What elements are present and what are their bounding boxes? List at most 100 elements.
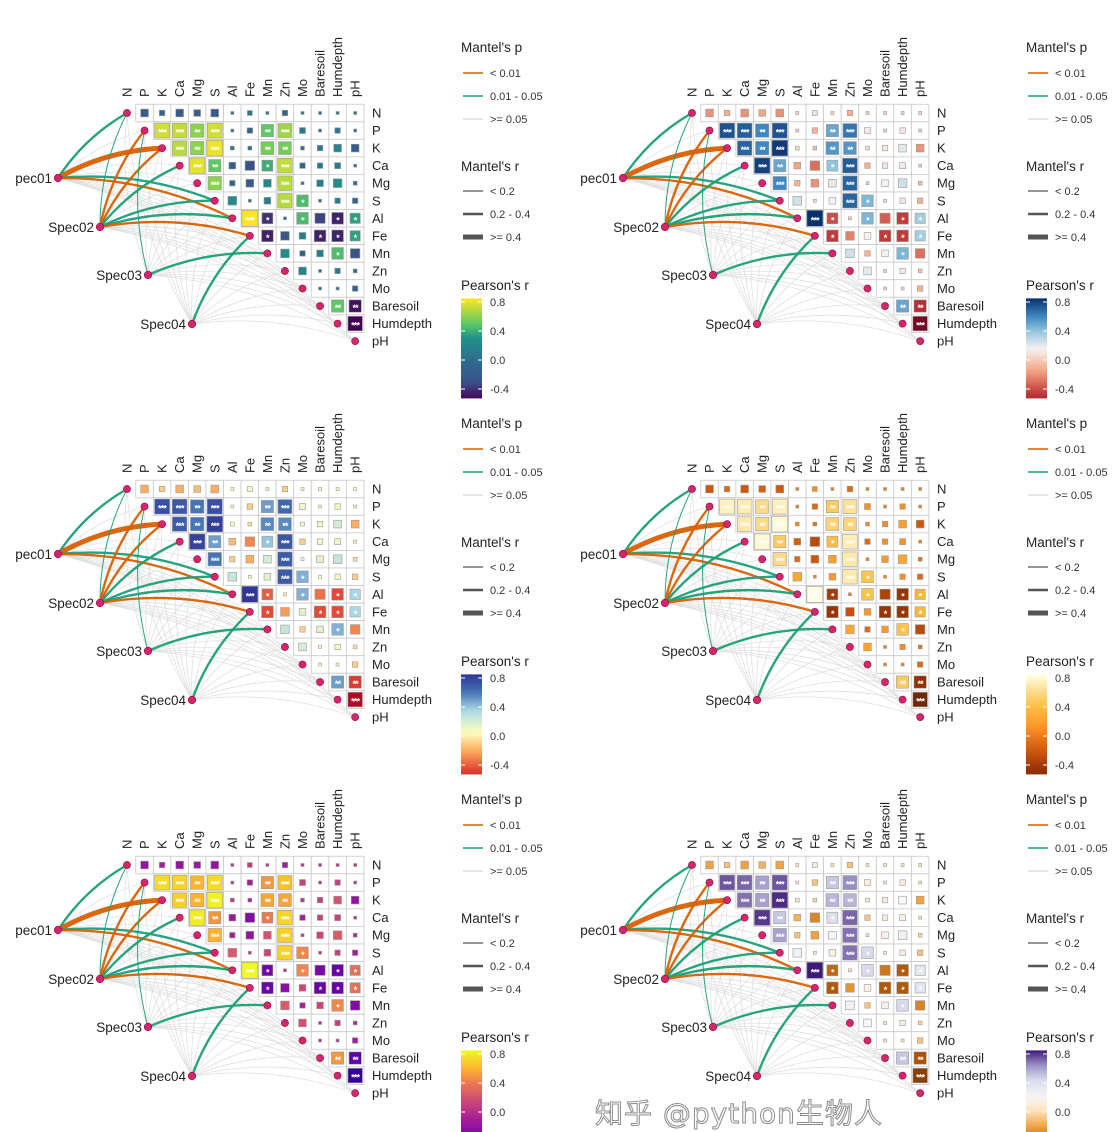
env-node-pH: [916, 713, 925, 722]
cell-Mg-Baresoil: [875, 174, 895, 193]
significance-mark: **: [335, 679, 342, 689]
cell-square: [277, 175, 293, 191]
cell-square: [349, 964, 361, 976]
row-label: Ca: [372, 534, 389, 549]
cell-square: [812, 486, 818, 492]
cell-K-Al: [788, 138, 807, 158]
legend-label: >= 0.05: [490, 114, 527, 126]
cell-square: [771, 498, 788, 515]
link-Spec02-Zn: [99, 602, 286, 648]
link-Spec02-S: [663, 575, 781, 605]
cell-square: [260, 517, 275, 531]
column-label: Baresoil: [313, 802, 328, 849]
cell-Fe-Mn: *: [258, 978, 277, 998]
row-label: pH: [372, 710, 389, 725]
cell-N-Zn: [275, 103, 295, 123]
cell-square: [740, 484, 749, 494]
link-Spec03-N: [689, 488, 714, 652]
significance-mark: ***: [811, 591, 820, 601]
cell-N-S: [770, 855, 789, 875]
link-Spec02-N: [664, 488, 693, 604]
cell-square: [864, 250, 871, 257]
column-label: pH: [913, 456, 928, 473]
cell-square: [755, 517, 770, 532]
cell-square: [277, 123, 293, 138]
cell-square: [719, 874, 735, 891]
cell-Al-pH: *: [910, 961, 930, 980]
cell-square: [298, 642, 307, 652]
cell-Zn-pH: [910, 1013, 930, 1033]
cell-square: [298, 266, 307, 276]
cell-square: [353, 487, 357, 491]
species-label: Spec02: [48, 596, 94, 611]
cell-square: [247, 521, 253, 527]
cell-square: [900, 863, 905, 867]
colorbar-tick-label: 0.4: [1055, 702, 1070, 714]
column-label: Al: [225, 461, 240, 473]
cell-Baresoil-Humdepth: **: [328, 1048, 347, 1068]
significance-mark: *: [901, 233, 905, 243]
cell-Al-Zn: [275, 209, 295, 228]
cell-square: [842, 499, 858, 514]
column-label: N: [685, 464, 700, 473]
row-label: Mo: [937, 657, 955, 672]
cell-square: [812, 897, 818, 903]
cell-square: [241, 210, 259, 227]
legend-title-mantel-p: Mantel's p: [1026, 40, 1087, 55]
cell-Mg-Fe: [805, 550, 825, 569]
cell-square: [300, 557, 305, 561]
cell-square: [826, 605, 839, 618]
species-label: pec01: [580, 171, 617, 186]
significance-mark: *: [301, 215, 305, 225]
cell-K-Mn: **: [258, 890, 277, 910]
cell-square: [826, 964, 839, 977]
env-node-Mn: [828, 1001, 837, 1010]
cell-Fe-pH: *: [910, 978, 930, 998]
significance-mark: ***: [193, 915, 202, 925]
cell-S-pH: [345, 943, 365, 962]
cell-square: [350, 143, 360, 153]
link-Spec04-Baresoil: [756, 1056, 886, 1077]
significance-mark: *: [884, 233, 888, 243]
cell-Ca-Fe: [805, 156, 825, 175]
cell-square: [207, 928, 222, 943]
link-Spec02-Mg: [99, 182, 198, 228]
column-label: N: [120, 88, 135, 97]
cell-square: [206, 874, 223, 891]
significance-mark: **: [847, 145, 854, 155]
cell-square: [230, 128, 235, 133]
cell-square: [754, 157, 771, 174]
cell-square: [260, 141, 275, 155]
colorbar-tick-label: 0.4: [490, 702, 505, 714]
cell-Fe-Zn: [840, 226, 860, 246]
species-label: pec01: [15, 547, 52, 562]
cell-square: [228, 537, 236, 546]
cell-square: [244, 160, 255, 171]
link-Spec04-Humdepth: [756, 1066, 903, 1077]
cell-square: [882, 538, 889, 545]
cell-square: [261, 588, 274, 601]
link-Spec02-Baresoil: [664, 226, 886, 307]
cell-P-K: ***: [152, 121, 172, 140]
cell-S-Mo: *: [858, 191, 877, 210]
cell-square: [261, 605, 274, 618]
cell-Zn-Mo: [293, 1013, 312, 1033]
cell-Zn-pH: [910, 261, 930, 281]
significance-mark: **: [830, 504, 837, 514]
cell-Baresoil-Humdepth: **: [328, 296, 347, 316]
cell-square: [842, 909, 858, 926]
link-Spec02-S: [663, 199, 781, 229]
species-label: pec01: [15, 171, 52, 186]
cell-square: [882, 897, 889, 904]
cell-square: [896, 981, 909, 994]
significance-mark: **: [194, 521, 201, 531]
cell-square: [318, 645, 322, 649]
cell-Al-Zn: [840, 209, 860, 228]
cell-square: [915, 519, 925, 529]
link-Spec04-pH: [191, 696, 356, 718]
env-node-K: [723, 144, 731, 152]
species-label: Spec03: [661, 268, 707, 283]
cell-square: [771, 515, 788, 533]
cell-square: [896, 623, 909, 636]
env-node-Baresoil: [316, 1054, 324, 1062]
